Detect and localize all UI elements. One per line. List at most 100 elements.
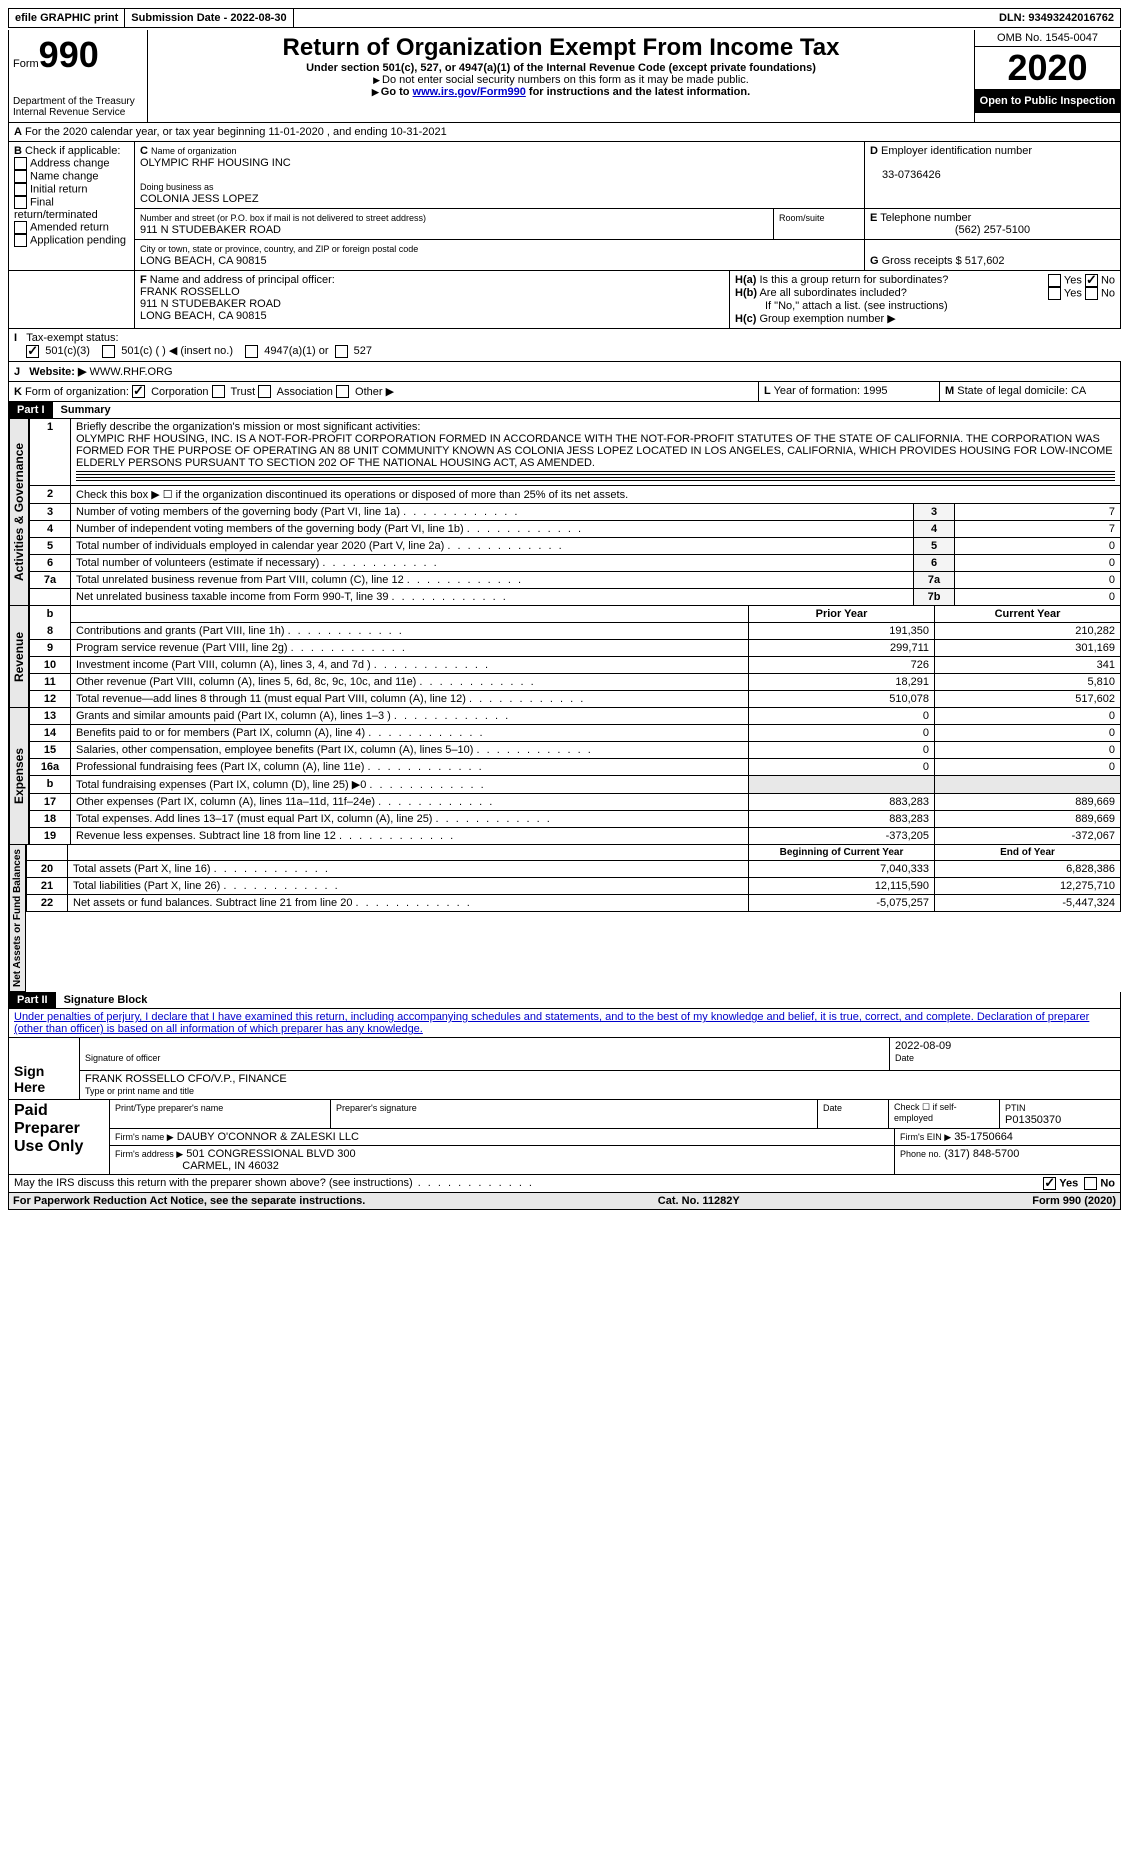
- table-row: 7aTotal unrelated business revenue from …: [30, 572, 1121, 589]
- cb-association[interactable]: [258, 385, 271, 398]
- cb-discuss-no[interactable]: [1084, 1177, 1097, 1190]
- table-row: 15Salaries, other compensation, employee…: [30, 742, 1121, 759]
- dln: DLN: 93493242016762: [999, 12, 1114, 24]
- firm-name: DAUBY O'CONNOR & ZALESKI LLC: [177, 1131, 359, 1143]
- cb-hb-yes[interactable]: [1048, 287, 1061, 300]
- footer-right: Form 990 (2020): [1032, 1195, 1116, 1207]
- irs-link[interactable]: www.irs.gov/Form990: [413, 86, 526, 98]
- sig-date-value: 2022-08-09: [895, 1040, 951, 1052]
- net-assets-section: Net Assets or Fund Balances Beginning of…: [8, 845, 1121, 992]
- vtab-expenses: Expenses: [9, 708, 28, 844]
- ein-value: 33-0736426: [870, 169, 941, 181]
- website-label: Website: ▶: [29, 366, 86, 378]
- room-suite-label: Room/suite: [779, 213, 825, 223]
- table-row: 16aProfessional fundraising fees (Part I…: [30, 759, 1121, 776]
- cb-ha-yes[interactable]: [1048, 274, 1061, 287]
- line2-text: Check this box ▶ ☐ if the organization d…: [71, 486, 1121, 504]
- penalties-link[interactable]: Under penalties of perjury, I declare th…: [14, 1011, 1089, 1035]
- table-row: 18Total expenses. Add lines 13–17 (must …: [30, 811, 1121, 828]
- cb-4947[interactable]: [245, 345, 258, 358]
- box-c-name-label: Name of organization: [151, 146, 237, 156]
- cb-initial-return[interactable]: [14, 183, 27, 196]
- h-note: If "No," attach a list. (see instruction…: [735, 300, 1115, 312]
- cb-application-pending[interactable]: [14, 234, 27, 247]
- submission-date: Submission Date - 2022-08-30: [131, 12, 286, 24]
- year-formation-label: Year of formation:: [774, 385, 860, 397]
- sig-date-label: Date: [895, 1053, 914, 1063]
- cb-discuss-yes[interactable]: [1043, 1177, 1056, 1190]
- prep-sig-label: Preparer's signature: [336, 1103, 417, 1113]
- phone-value: (562) 257-5100: [870, 224, 1115, 236]
- cb-name-change[interactable]: [14, 170, 27, 183]
- officer-addr2: LONG BEACH, CA 90815: [140, 310, 267, 322]
- line-a-text: For the 2020 calendar year, or tax year …: [25, 126, 447, 138]
- table-row: 14Benefits paid to or for members (Part …: [30, 725, 1121, 742]
- city-state-zip: LONG BEACH, CA 90815: [140, 255, 267, 267]
- table-row: 3Number of voting members of the governi…: [30, 504, 1121, 521]
- efile-label: efile GRAPHIC print: [15, 12, 118, 24]
- activities-governance-section: Activities & Governance 1 Briefly descri…: [8, 419, 1121, 606]
- table-row: 19Revenue less expenses. Subtract line 1…: [30, 828, 1121, 845]
- year-formation-value: 1995: [863, 385, 887, 397]
- part2-title: Signature Block: [56, 992, 156, 1008]
- revenue-section: Revenue b Prior Year Current Year 8Contr…: [8, 606, 1121, 708]
- cb-501c[interactable]: [102, 345, 115, 358]
- part1-label: Part I: [9, 402, 53, 418]
- table-row: 6Total number of volunteers (estimate if…: [30, 555, 1121, 572]
- discuss-row: May the IRS discuss this return with the…: [8, 1175, 1121, 1193]
- line-j: J Website: ▶ WWW.RHF.ORG: [8, 362, 1121, 382]
- cb-corporation[interactable]: [132, 385, 145, 398]
- discuss-text: May the IRS discuss this return with the…: [14, 1177, 413, 1189]
- dept-treasury: Department of the Treasury Internal Reve…: [13, 96, 143, 118]
- part2-label: Part II: [9, 992, 56, 1008]
- footer-left: For Paperwork Reduction Act Notice, see …: [13, 1195, 365, 1207]
- firm-phone-label: Phone no.: [900, 1149, 941, 1159]
- firm-ein-label: Firm's EIN ▶: [900, 1132, 951, 1142]
- table-row: 12Total revenue—add lines 8 through 11 (…: [30, 691, 1121, 708]
- prior-year-header: Prior Year: [749, 606, 935, 623]
- cb-other[interactable]: [336, 385, 349, 398]
- ha-label: Is this a group return for subordinates?: [759, 274, 948, 286]
- firm-addr1: 501 CONGRESSIONAL BLVD 300: [186, 1148, 355, 1160]
- form-subtitle: Under section 501(c), 527, or 4947(a)(1)…: [152, 62, 970, 74]
- paid-preparer-label: Paid Preparer Use Only: [9, 1100, 110, 1174]
- note-ssn: Do not enter social security numbers on …: [382, 74, 749, 86]
- officer-name: FRANK ROSSELLO: [140, 286, 240, 298]
- hb-label: Are all subordinates included?: [759, 287, 906, 299]
- cb-address-change[interactable]: [14, 157, 27, 170]
- end-year-header: End of Year: [935, 845, 1121, 861]
- phone-label: Telephone number: [880, 212, 971, 224]
- entity-block: B Check if applicable: Address change Na…: [8, 142, 1121, 271]
- cb-amended[interactable]: [14, 221, 27, 234]
- firm-addr2: CARMEL, IN 46032: [182, 1160, 279, 1172]
- expenses-section: Expenses 13Grants and similar amounts pa…: [8, 708, 1121, 845]
- cb-hb-no[interactable]: [1085, 287, 1098, 300]
- state-domicile-label: State of legal domicile:: [957, 385, 1068, 397]
- cb-final-return[interactable]: [14, 196, 27, 209]
- hc-label: Group exemption number ▶: [759, 313, 895, 325]
- tax-exempt-label: Tax-exempt status:: [26, 332, 118, 344]
- firm-ein: 35-1750664: [954, 1131, 1013, 1143]
- form-title: Return of Organization Exempt From Incom…: [152, 34, 970, 62]
- net-header: Beginning of Current Year End of Year: [26, 845, 1121, 861]
- vtab-revenue: Revenue: [9, 606, 28, 707]
- note-goto-pre: Go to: [381, 86, 413, 98]
- begin-year-header: Beginning of Current Year: [749, 845, 935, 861]
- table-row: bTotal fundraising expenses (Part IX, co…: [30, 776, 1121, 794]
- net-rows: 20Total assets (Part X, line 16) 7,040,3…: [26, 861, 1121, 912]
- cb-501c3[interactable]: [26, 345, 39, 358]
- table-row: 21Total liabilities (Part X, line 26) 12…: [27, 878, 1121, 895]
- dba-label: Doing business as: [140, 182, 214, 192]
- table-row: 13Grants and similar amounts paid (Part …: [30, 708, 1121, 725]
- cb-527[interactable]: [335, 345, 348, 358]
- part1-title: Summary: [53, 402, 119, 418]
- top-bar: efile GRAPHIC print Submission Date - 20…: [8, 8, 1121, 28]
- table-row: 9Program service revenue (Part VIII, lin…: [30, 640, 1121, 657]
- line-klm: K Form of organization: Corporation Trus…: [8, 382, 1121, 403]
- ein-label: Employer identification number: [881, 145, 1032, 157]
- prep-date-label: Date: [823, 1103, 842, 1113]
- cb-trust[interactable]: [212, 385, 225, 398]
- ptin-label: PTIN: [1005, 1103, 1026, 1113]
- cb-ha-no[interactable]: [1085, 274, 1098, 287]
- line1-label: Briefly describe the organization's miss…: [76, 421, 420, 433]
